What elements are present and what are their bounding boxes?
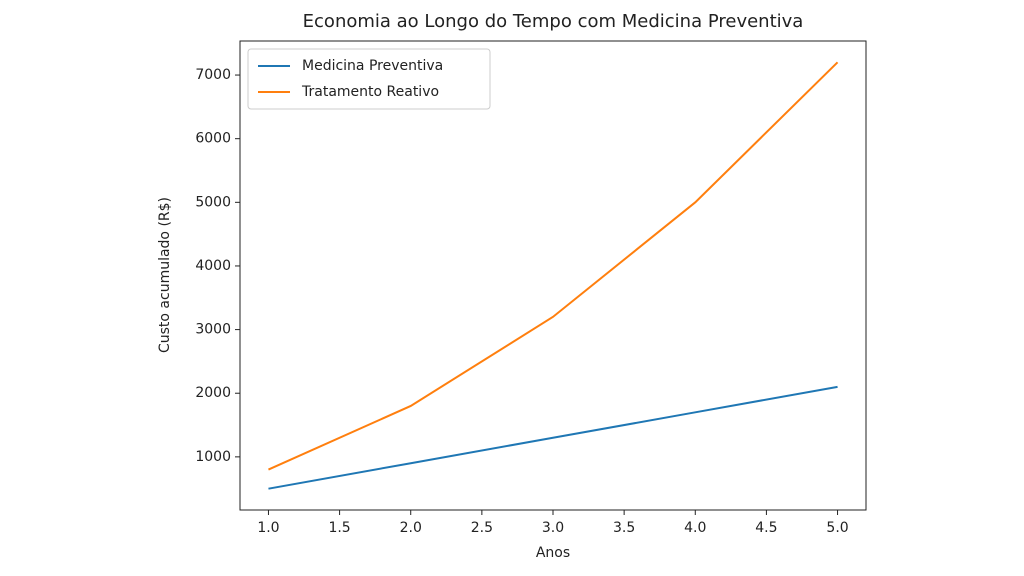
legend-label: Tratamento Reativo [301,84,439,100]
y-tick-label: 6000 [195,131,231,147]
x-tick-label: 5.0 [826,520,848,536]
x-axis-label: Anos [536,545,570,561]
plot-frame [239,40,867,511]
y-tick-label: 1000 [195,449,231,465]
line-series [268,385,838,490]
x-tick-label: 1.0 [257,520,279,536]
chart-title: Economia ao Longo do Tempo com Medicina … [303,11,804,32]
legend-label: Medicina Preventiva [302,58,443,74]
x-tick-label: 2.5 [471,520,493,536]
y-axis-label: Custo acumulado (R$) [157,197,173,353]
y-tick-label: 7000 [195,67,231,83]
x-tick-label: 4.0 [684,520,706,536]
x-tick-label: 3.0 [542,520,564,536]
y-tick-label: 3000 [195,322,231,338]
y-tick-label: 5000 [195,194,231,210]
legend-box [247,48,491,110]
y-tick-label: 2000 [195,385,231,401]
y-tick-label: 4000 [195,258,231,274]
line-series [268,61,839,471]
x-tick-label: 4.5 [755,520,777,536]
x-tick-label: 3.5 [613,520,635,536]
x-tick-label: 2.0 [400,520,422,536]
x-tick-label: 1.5 [328,520,350,536]
